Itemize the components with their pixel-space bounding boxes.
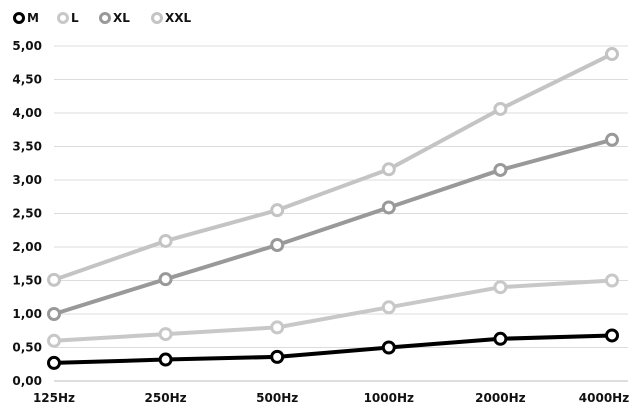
data-point (493, 101, 508, 116)
data-point (270, 237, 285, 252)
legend-marker (151, 12, 163, 24)
legend-marker (57, 12, 69, 24)
y-tick-label: 2,00 (12, 240, 42, 254)
series-line (52, 137, 614, 316)
data-point (381, 200, 396, 215)
y-tick-label: 4,50 (12, 73, 42, 87)
data-point (270, 203, 285, 218)
series-xl (47, 132, 619, 321)
series-xxl (47, 47, 619, 287)
y-tick-label: 3,50 (12, 140, 42, 154)
x-tick-label: 125Hz (33, 391, 75, 405)
data-point (270, 349, 285, 364)
x-tick-label: 1000Hz (364, 391, 414, 405)
data-point (605, 328, 619, 343)
data-point (47, 333, 61, 348)
legend-label: XXL (165, 11, 192, 25)
y-tick-label: 2,50 (12, 207, 42, 221)
legend-item-xl: XL (99, 11, 130, 25)
data-point (605, 273, 619, 288)
y-tick-label: 0,00 (12, 374, 42, 388)
y-tick-label: 0,50 (12, 341, 42, 355)
y-axis-ticks: 0,00 0,50 1,00 1,50 2,00 2,50 3,00 3,50 4,00 4,50… (12, 39, 42, 388)
data-point (493, 162, 508, 177)
data-point (47, 272, 61, 287)
series-m (47, 328, 619, 370)
data-point (381, 340, 396, 355)
data-point (270, 320, 285, 335)
y-tick-label: 1,50 (12, 274, 42, 288)
data-point (605, 47, 619, 62)
data-point (381, 162, 396, 177)
x-tick-label: 4000Hz (579, 391, 629, 405)
x-axis-ticks: 125Hz 250Hz 500Hz 1000Hz 2000Hz 4000Hz (33, 391, 629, 405)
legend-label: L (71, 11, 79, 25)
legend-item-l: L (57, 11, 79, 25)
series-line (52, 52, 614, 282)
legend-item-xxl: XXL (151, 11, 192, 25)
series-l (47, 273, 619, 348)
data-point (381, 300, 396, 315)
y-tick-label: 4,00 (12, 106, 42, 120)
x-tick-label: 250Hz (145, 391, 187, 405)
data-point (493, 331, 508, 346)
data-point (47, 307, 61, 321)
grid (54, 45, 628, 382)
series-line (52, 333, 614, 365)
data-point (158, 233, 173, 248)
legend-marker (99, 12, 111, 24)
legend-label: M (27, 11, 39, 25)
series-line (52, 278, 614, 343)
legend-marker (13, 12, 25, 24)
data-point (158, 272, 173, 287)
data-point (493, 280, 508, 295)
legend-item-m: M (13, 11, 39, 25)
data-point (47, 355, 61, 370)
data-point (158, 352, 173, 367)
data-point (605, 132, 619, 147)
legend: M L XL XXL (13, 11, 192, 25)
x-tick-label: 2000Hz (475, 391, 525, 405)
y-tick-label: 3,00 (12, 173, 42, 187)
data-point (158, 327, 173, 342)
series-group (47, 47, 619, 370)
x-tick-label: 500Hz (256, 391, 298, 405)
y-tick-label: 5,00 (12, 39, 42, 53)
y-tick-label: 1,00 (12, 307, 42, 321)
legend-label: XL (113, 11, 130, 25)
